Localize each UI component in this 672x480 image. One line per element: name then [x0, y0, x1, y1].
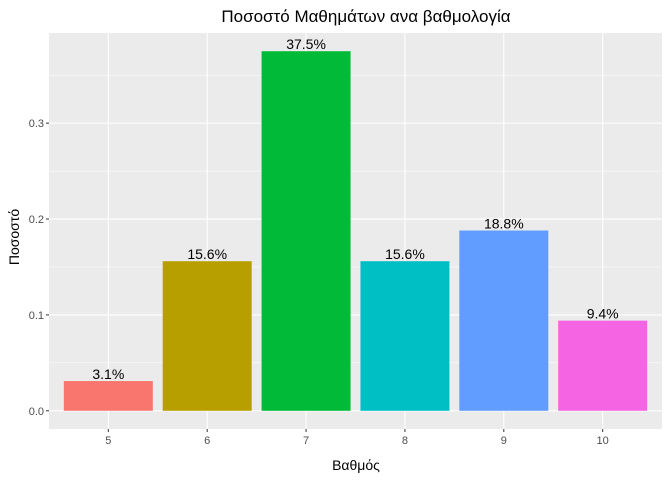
data-label-7: 37.5% [286, 36, 326, 52]
y-tick-label: 0.0 [29, 406, 44, 418]
bar-5 [63, 381, 153, 411]
bar-7 [261, 51, 351, 411]
y-axis: 0.0 0.1 0.2 0.3 [29, 118, 49, 418]
y-axis-title: Ποσοστό [6, 209, 22, 265]
data-label-6: 15.6% [187, 246, 227, 262]
bar-6 [162, 261, 252, 411]
x-tick-label: 5 [105, 435, 111, 447]
chart-title: Ποσοστό Μαθημάτων ανα βαθμολογία [221, 7, 510, 26]
bars [63, 51, 648, 411]
data-label-9: 18.8% [484, 216, 524, 232]
x-axis: 5 6 7 8 9 10 [105, 429, 609, 447]
x-tick-label: 7 [303, 435, 309, 447]
x-axis-title: Βαθμός [332, 457, 380, 473]
x-tick-label: 10 [597, 435, 609, 447]
y-tick-label: 0.3 [29, 118, 44, 130]
data-labels: 3.1% 15.6% 37.5% 15.6% 18.8% 9.4% [92, 36, 618, 382]
data-label-8: 15.6% [385, 246, 425, 262]
x-tick-label: 6 [204, 435, 210, 447]
bar-9 [459, 230, 549, 411]
data-label-5: 3.1% [92, 366, 124, 382]
x-tick-label: 8 [402, 435, 408, 447]
y-tick-label: 0.2 [29, 214, 44, 226]
data-label-10: 9.4% [587, 306, 619, 322]
bar-10 [558, 320, 648, 411]
y-tick-label: 0.1 [29, 310, 44, 322]
bar-8 [360, 261, 450, 411]
x-tick-label: 9 [501, 435, 507, 447]
